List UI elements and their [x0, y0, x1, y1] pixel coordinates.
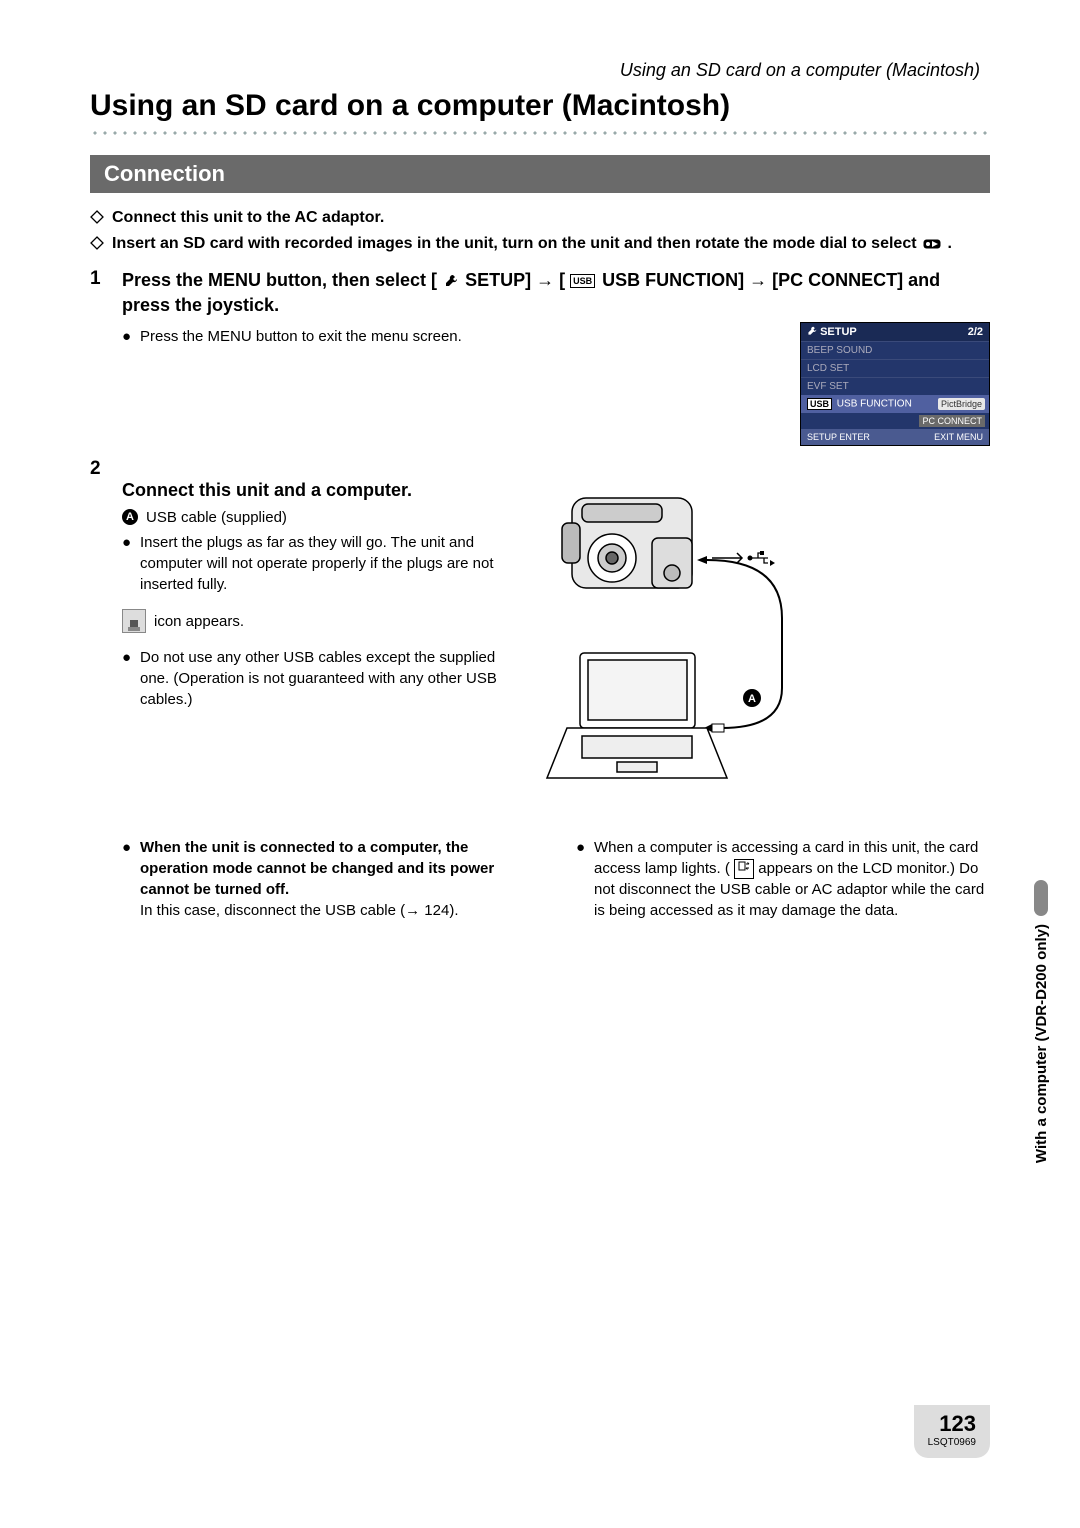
- setup-menu-screenshot: SETUP 2/2 BEEP SOUND LCD SET EVF SET USB…: [800, 322, 990, 446]
- step-2: 2 Connect this unit and a computer. A US…: [90, 458, 990, 921]
- menu-hdr-page: 2/2: [968, 326, 983, 338]
- menu-ftr-right: EXIT MENU: [934, 432, 983, 442]
- card-access-icon: [734, 859, 754, 878]
- diamond-icon: [90, 210, 104, 224]
- side-section-tab: With a computer (VDR-D200 only): [1020, 880, 1062, 1250]
- menu-row-beep: BEEP SOUND: [801, 341, 989, 359]
- step-1-number: 1: [90, 268, 108, 446]
- icon-appears-note: icon appears.: [122, 609, 502, 633]
- dial-rec-icon: [923, 237, 941, 251]
- storage-icon: [122, 609, 146, 633]
- page-number-block: 123 LSQT0969: [914, 1405, 990, 1458]
- menu-row-lcd: LCD SET: [801, 359, 989, 377]
- side-tab-text: With a computer (VDR-D200 only): [1033, 924, 1050, 1163]
- side-tab-marker: [1034, 880, 1048, 916]
- diamond-icon: [90, 236, 104, 250]
- note-right: ● When a computer is accessing a card in…: [576, 837, 990, 921]
- step-2-supplied: A USB cable (supplied): [122, 507, 502, 528]
- label-a-icon: A: [122, 509, 138, 525]
- step-2-bullet-2: ● Do not use any other USB cables except…: [122, 647, 502, 710]
- prep-step-2-text: Insert an SD card with recorded images i…: [112, 233, 952, 255]
- bottom-notes: ● When the unit is connected to a comput…: [122, 833, 990, 921]
- decorative-dots: [90, 129, 990, 137]
- step-1-title: Press the MENU button, then select [ SET…: [122, 268, 990, 318]
- note-left: ● When the unit is connected to a comput…: [122, 837, 536, 921]
- menu-row-usb: USB USB FUNCTION PictBridge: [801, 395, 989, 413]
- usb-box-icon: USB: [570, 274, 595, 289]
- running-header: Using an SD card on a computer (Macintos…: [90, 60, 990, 81]
- wrench-icon: [444, 274, 458, 288]
- page-number: 123: [928, 1411, 976, 1437]
- doc-code: LSQT0969: [928, 1437, 976, 1448]
- menu-row-pcconnect: PC CONNECT: [801, 413, 989, 429]
- prep-step-1: Connect this unit to the AC adaptor.: [90, 207, 990, 229]
- step-1-bullet: ● Press the MENU button to exit the menu…: [122, 326, 780, 347]
- prep-step-2: Insert an SD card with recorded images i…: [90, 233, 990, 255]
- section-heading-connection: Connection: [90, 155, 990, 193]
- step-1: 1 Press the MENU button, then select [ S…: [90, 268, 990, 446]
- connection-diagram: A: [522, 478, 822, 798]
- menu-row-evf: EVF SET: [801, 377, 989, 395]
- menu-hdr-setup: SETUP: [807, 326, 857, 338]
- step-2-title: Connect this unit and a computer.: [122, 478, 502, 503]
- step-2-number: 2: [90, 458, 108, 921]
- menu-ftr-left: SETUP ENTER: [807, 432, 870, 442]
- step-2-bullet-1: ● Insert the plugs as far as they will g…: [122, 532, 502, 595]
- prep-step-1-text: Connect this unit to the AC adaptor.: [112, 207, 384, 229]
- diagram-label-a: A: [748, 693, 756, 705]
- page-title: Using an SD card on a computer (Macintos…: [90, 89, 990, 123]
